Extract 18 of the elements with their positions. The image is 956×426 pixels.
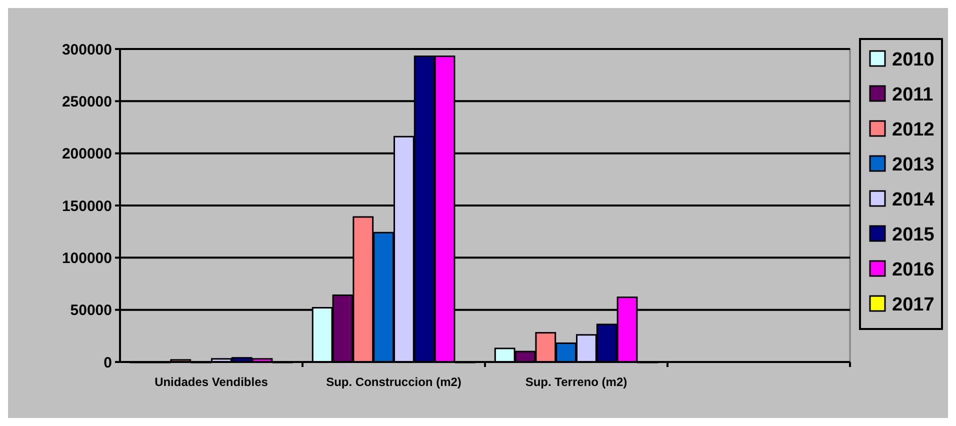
x-tick-label: Sup. Construccion (m2) [326, 375, 462, 389]
legend-label: 2010 [892, 50, 934, 71]
legend-label: 2011 [892, 84, 934, 106]
y-tick-label: 50000 [70, 302, 112, 320]
legend-label: 2014 [892, 190, 935, 211]
y-tick-label: 250000 [62, 93, 112, 110]
y-tick-label: 150000 [62, 198, 112, 215]
legend-label: 2016 [892, 260, 934, 281]
legend-label: 2013 [892, 154, 934, 176]
legend-label: 2015 [892, 224, 935, 246]
y-tick-label: 300000 [62, 41, 112, 58]
y-tick-label: 100000 [62, 250, 112, 267]
legend-label: 2012 [892, 120, 934, 141]
x-tick-label: Sup. Terreno (m2) [525, 375, 628, 389]
legend-label: 2017 [892, 294, 934, 316]
x-tick-label: Unidades Vendibles [154, 375, 268, 389]
y-tick-label: 200000 [62, 146, 112, 163]
y-tick-label: 0 [104, 354, 112, 372]
